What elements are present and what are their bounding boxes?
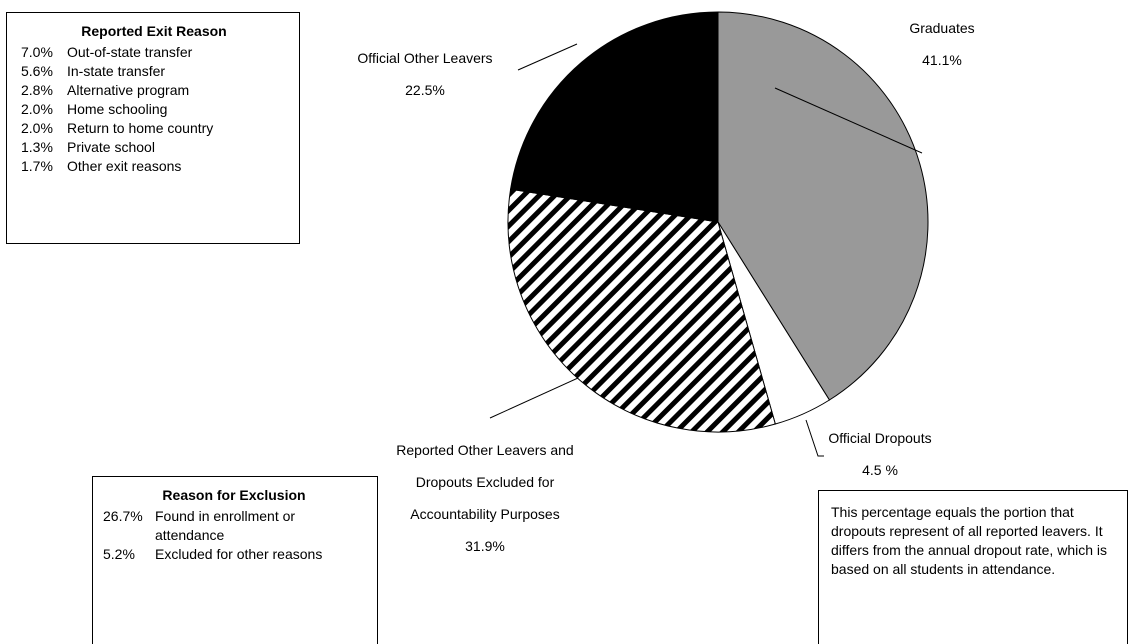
box-row: 5.2% Excluded for other reasons	[103, 545, 365, 564]
row-label: In-state transfer	[67, 63, 166, 79]
box-row: 1.7% Other exit reasons	[21, 157, 287, 176]
row-pct: 2.8%	[21, 82, 53, 98]
box-row: 2.8% Alternative program	[21, 81, 287, 100]
leader-line	[489, 377, 579, 419]
row-label: Alternative program	[67, 82, 190, 98]
row-pct: 26.7%	[103, 508, 143, 524]
box-title: Reported Exit Reason	[81, 23, 227, 39]
box-row: 5.6% In-state transfer	[21, 62, 287, 81]
box-row: 2.0% Home schooling	[21, 100, 287, 119]
row-pct: 2.0%	[21, 101, 53, 117]
row-label: Other exit reasons	[67, 158, 182, 174]
row-label: Out-of-state transfer	[67, 44, 193, 60]
category-label: Official Dropouts	[828, 430, 932, 446]
slice-label: Official Dropouts 4.5 %	[800, 422, 960, 486]
value-label: 41.1%	[922, 52, 962, 68]
pie-slice	[717, 11, 929, 401]
box-row: 1.3% Private school	[21, 138, 287, 157]
exclusion-box: Reason for Exclusion 26.7% Found in enrol…	[92, 476, 378, 644]
row-pct: 1.3%	[21, 139, 53, 155]
row-label: Private school	[67, 139, 155, 155]
leader-line	[774, 87, 923, 154]
row-label: Return to home country	[67, 120, 214, 136]
note-text: This percentage equals the portion that …	[831, 504, 1108, 577]
note-box: This percentage equals the portion that …	[818, 490, 1128, 644]
slice-label: Reported Other Leavers and Dropouts Excl…	[380, 434, 590, 562]
box-title: Reason for Exclusion	[162, 487, 306, 503]
leader-line	[517, 43, 578, 71]
row-pct: 7.0%	[21, 44, 53, 60]
row-label: Home schooling	[67, 101, 168, 117]
row-pct: 2.0%	[21, 120, 53, 136]
category-label: Official Other Leavers	[357, 50, 493, 66]
row-pct: 5.2%	[103, 546, 135, 562]
row-pct: 5.6%	[21, 63, 53, 79]
row-pct: 1.7%	[21, 158, 53, 174]
category-label: Graduates	[909, 20, 975, 36]
exit-box: Reported Exit Reason 7.0% Out-of-state tr…	[6, 12, 300, 244]
slice-label: Graduates 41.1%	[862, 12, 1022, 76]
category-label: Reported Other Leavers and Dropouts Excl…	[396, 442, 574, 522]
box-row: 26.7% Found in enrollment or attendance	[103, 507, 365, 545]
pie-slice	[510, 11, 719, 223]
pie-slice	[507, 188, 776, 433]
row-label: Excluded for other reasons	[155, 546, 323, 562]
value-label: 4.5 %	[862, 462, 898, 478]
value-label: 22.5%	[405, 82, 445, 98]
slice-label: Official Other Leavers 22.5%	[325, 42, 525, 106]
box-row: 7.0% Out-of-state transfer	[21, 43, 287, 62]
leader-line	[805, 419, 824, 457]
row-label: Found in enrollment or attendance	[155, 508, 296, 543]
value-label: 31.9%	[465, 538, 505, 554]
box-row: 2.0% Return to home country	[21, 119, 287, 138]
